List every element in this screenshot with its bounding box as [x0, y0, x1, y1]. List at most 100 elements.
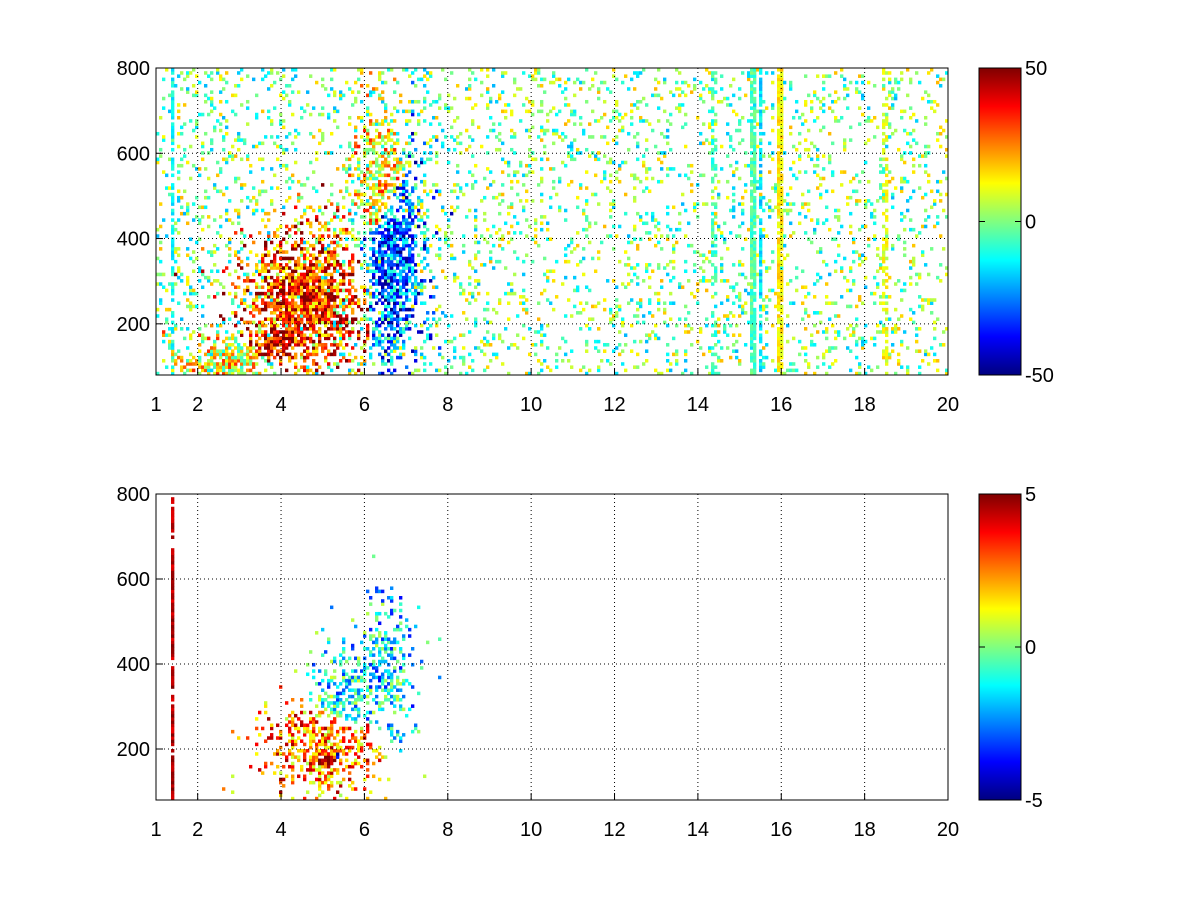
- heatmap-cell: [456, 170, 460, 174]
- heatmap-cell: [378, 224, 382, 229]
- heatmap-cell: [750, 221, 754, 226]
- heatmap-cell: [351, 202, 355, 206]
- heatmap-cell: [354, 301, 358, 305]
- heatmap-cell: [309, 314, 313, 318]
- heatmap-cell: [405, 218, 409, 222]
- heatmap-cell: [171, 330, 175, 334]
- heatmap-cell: [669, 368, 673, 373]
- heatmap-cell: [471, 186, 475, 190]
- heatmap-cell: [342, 298, 346, 302]
- heatmap-cell: [519, 199, 523, 203]
- heatmap-cell: [636, 352, 640, 357]
- heatmap-cell: [495, 99, 499, 104]
- heatmap-cell: [471, 359, 475, 363]
- heatmap-cell: [390, 131, 394, 136]
- heatmap-cell: [231, 368, 235, 373]
- heatmap-cell: [447, 147, 451, 152]
- heatmap-cell: [525, 234, 529, 238]
- heatmap-cell: [780, 240, 784, 245]
- heatmap-cell: [510, 224, 514, 229]
- heatmap-cell: [273, 234, 277, 238]
- heatmap-cell: [711, 71, 715, 75]
- heatmap-cell: [543, 256, 547, 261]
- heatmap-cell: [564, 103, 568, 107]
- heatmap-cell: [171, 282, 175, 286]
- heatmap-cell: [279, 291, 283, 296]
- heatmap-cell: [288, 301, 292, 305]
- heatmap-cell: [702, 269, 706, 274]
- heatmap-cell: [273, 259, 277, 264]
- heatmap-cell: [714, 291, 718, 296]
- heatmap-cell: [405, 195, 409, 200]
- heatmap-cell: [432, 275, 436, 280]
- heatmap-cell: [405, 298, 409, 302]
- heatmap-cell: [327, 362, 331, 366]
- heatmap-cell: [573, 275, 577, 280]
- heatmap-cell: [834, 115, 838, 120]
- heatmap-cell: [804, 307, 808, 312]
- heatmap-cell: [336, 282, 340, 286]
- heatmap-cell: [600, 359, 604, 363]
- heatmap-cell: [315, 80, 319, 85]
- heatmap-cell: [501, 183, 505, 187]
- heatmap-cell: [771, 71, 775, 75]
- heatmap-cell: [387, 336, 391, 341]
- heatmap-cell: [285, 317, 289, 321]
- heatmap-cell: [711, 311, 715, 315]
- heatmap-cell: [726, 195, 730, 200]
- heatmap-cell: [771, 128, 775, 133]
- heatmap-cell: [771, 103, 775, 107]
- heatmap-cell: [297, 314, 301, 318]
- heatmap-cell: [285, 93, 289, 98]
- heatmap-cell: [591, 109, 595, 114]
- heatmap-cell: [306, 288, 310, 293]
- heatmap-cell: [300, 266, 304, 270]
- heatmap-cell: [486, 68, 490, 72]
- heatmap-cell: [714, 272, 718, 277]
- heatmap-cell: [321, 211, 325, 216]
- heatmap-cell: [606, 160, 610, 165]
- heatmap-cell: [636, 99, 640, 104]
- heatmap-cell: [609, 208, 613, 213]
- heatmap-cell: [549, 195, 553, 200]
- heatmap-cell: [738, 359, 742, 363]
- heatmap-cell: [204, 71, 208, 75]
- heatmap-cell: [474, 234, 478, 238]
- heatmap-cell: [276, 279, 280, 283]
- heatmap-cell: [777, 106, 781, 110]
- heatmap-cell: [417, 119, 421, 123]
- heatmap-cell: [681, 202, 685, 206]
- heatmap-cell: [327, 288, 331, 293]
- heatmap-cell: [288, 355, 292, 360]
- heatmap-cell: [702, 352, 706, 357]
- heatmap-cell: [636, 247, 640, 251]
- heatmap-cell: [774, 304, 778, 309]
- heatmap-cell: [321, 112, 325, 117]
- heatmap-cell: [711, 90, 715, 94]
- heatmap-cell: [291, 269, 295, 274]
- heatmap-cell: [435, 224, 439, 229]
- heatmap-cell: [396, 176, 400, 181]
- heatmap-cell: [216, 362, 220, 366]
- heatmap-cell: [750, 68, 754, 72]
- heatmap-cell: [318, 285, 322, 290]
- heatmap-cell: [714, 119, 718, 123]
- heatmap-cell: [600, 115, 604, 120]
- heatmap-cell: [405, 266, 409, 270]
- heatmap-cell: [633, 87, 637, 91]
- heatmap-cell: [291, 307, 295, 312]
- heatmap-cell: [261, 179, 265, 184]
- heatmap-cell: [840, 269, 844, 274]
- heatmap-cell: [522, 295, 526, 299]
- heatmap-cell: [456, 183, 460, 187]
- heatmap-cell: [726, 103, 730, 107]
- heatmap-cell: [417, 112, 421, 117]
- heatmap-cell: [174, 227, 178, 232]
- heatmap-cell: [705, 68, 709, 72]
- heatmap-cell: [279, 256, 283, 261]
- heatmap-cell: [708, 151, 712, 155]
- heatmap-cell: [339, 93, 343, 98]
- heatmap-cell: [777, 250, 781, 254]
- heatmap-cell: [333, 247, 337, 251]
- heatmap-cell: [795, 147, 799, 152]
